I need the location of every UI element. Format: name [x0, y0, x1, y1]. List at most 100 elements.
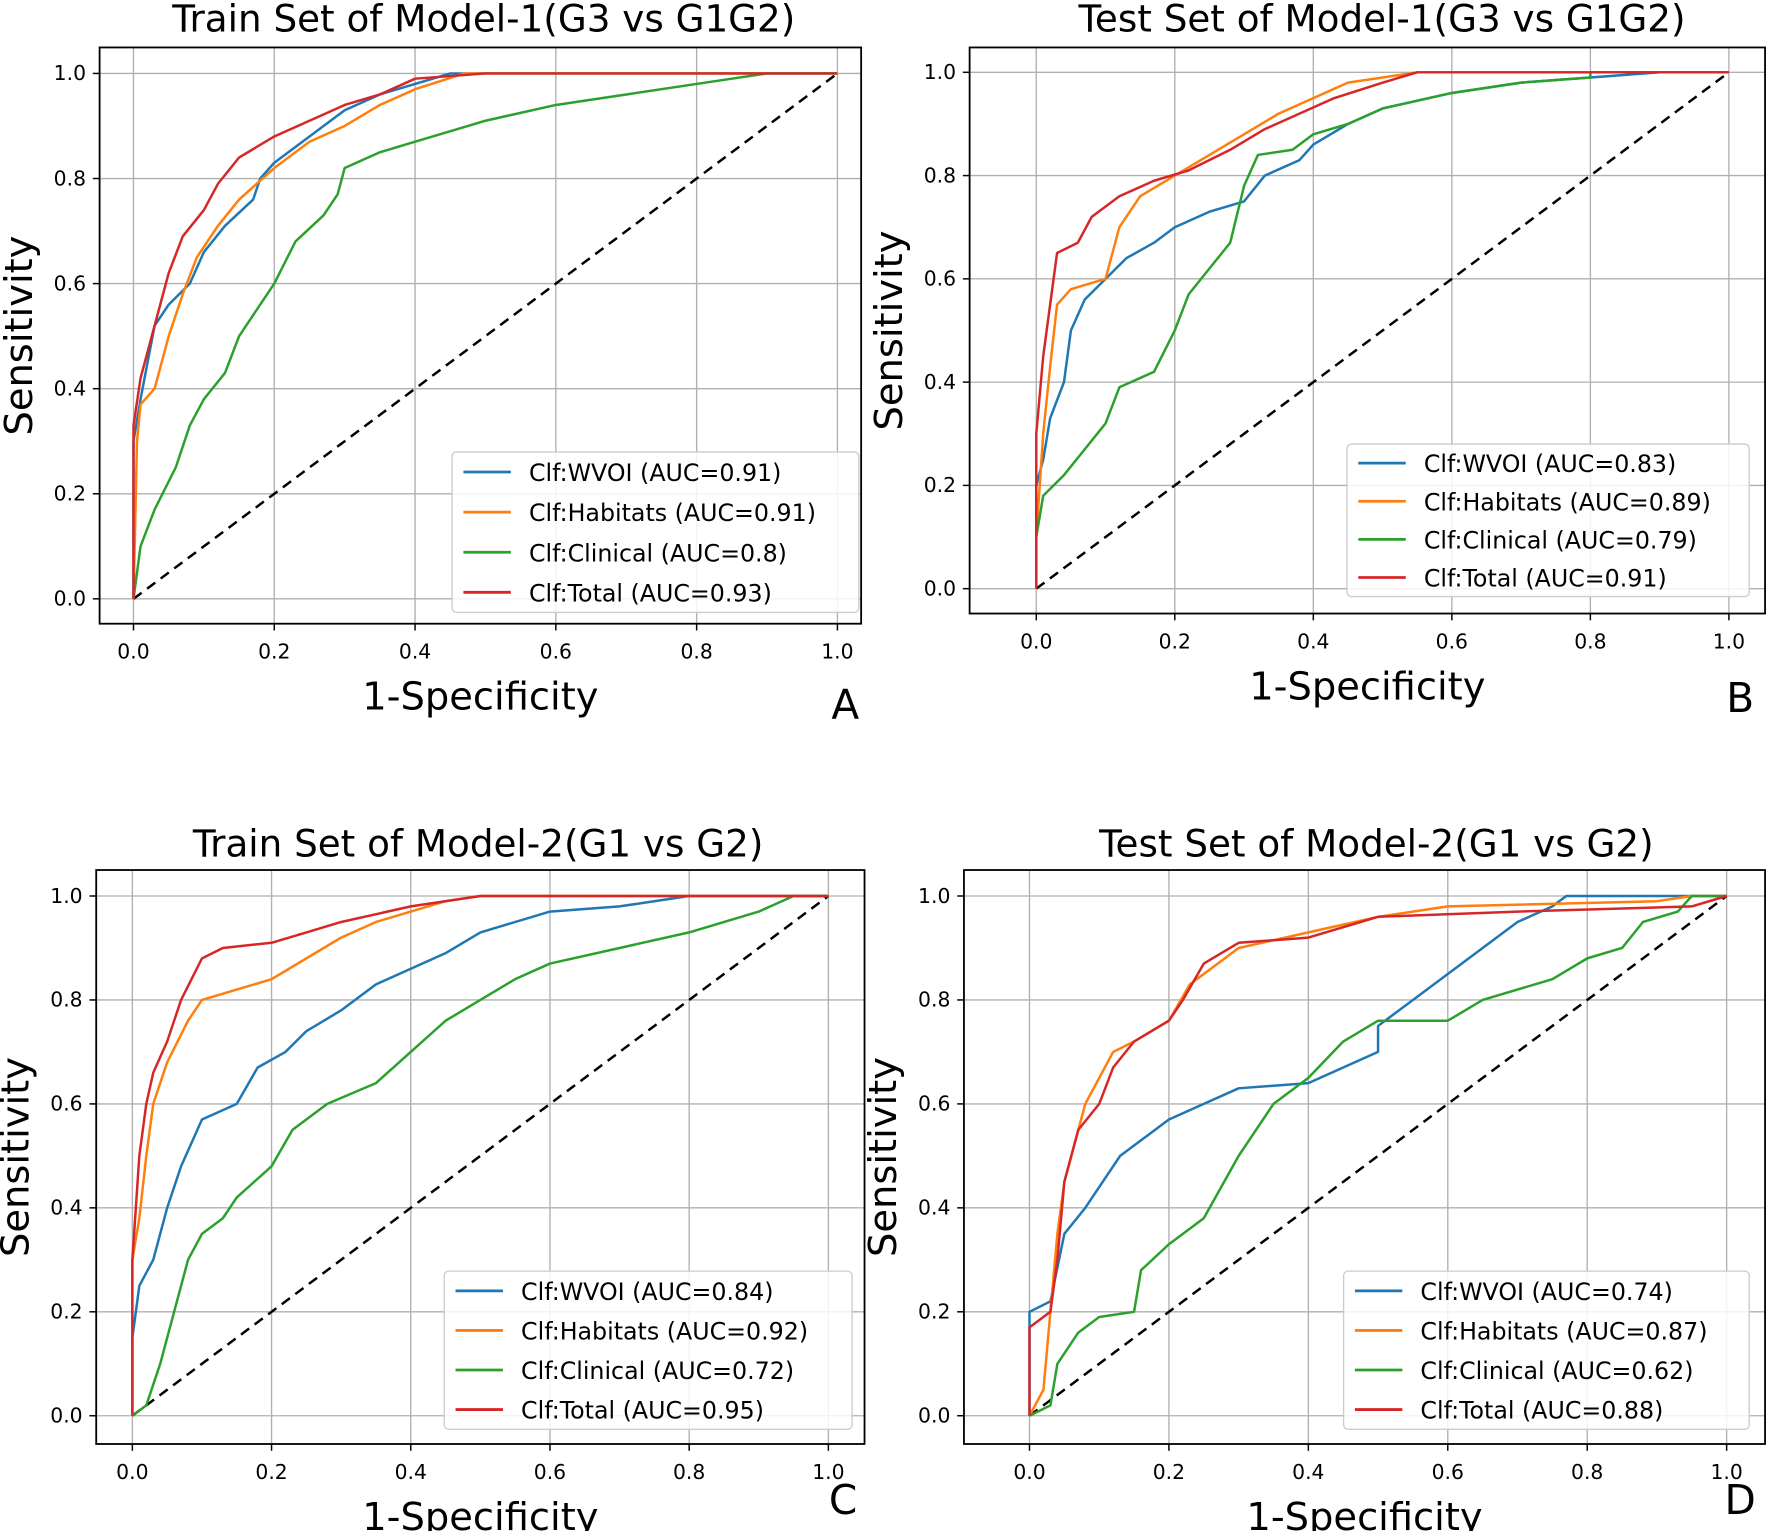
- roc-curve-3: [1035, 71, 1729, 589]
- roc-curve-1: [132, 72, 838, 599]
- legend-entry: Clf:Clinical (AUC=0.72): [521, 1357, 794, 1385]
- chart-title: Train Set of Model-2(G1 vs G2): [192, 821, 764, 865]
- y-axis-label: Sensitivity: [861, 1057, 906, 1257]
- legend-entry: Clf:WVOI (AUC=0.83): [1424, 450, 1676, 478]
- roc-curve-0: [131, 894, 829, 1416]
- x-tick-label: 0.8: [680, 640, 712, 664]
- roc-panel-d: 0.0 0.2 0.4 0.6 0.8 1.0 0.0 0.2 0.4 0.6 0.8 1.0 Test…: [861, 821, 1766, 1531]
- legend-entry: Clf:WVOI (AUC=0.74): [1420, 1278, 1672, 1306]
- y-tick-label: 0.8: [54, 166, 86, 190]
- y-tick-label: 0.2: [924, 473, 956, 497]
- y-tick-label: 0.2: [54, 482, 86, 506]
- y-axis-label: Sensitivity: [867, 231, 912, 431]
- roc-curve-1: [1035, 71, 1729, 589]
- legend: Clf:WVOI (AUC=0.84) Clf:Habitats (AUC=0.9…: [443, 1270, 853, 1430]
- chance-diagonal: [1035, 71, 1730, 590]
- roc-curve-1: [131, 894, 829, 1416]
- x-tick-label: 0.0: [116, 1460, 148, 1484]
- y-tick-label: 0.2: [50, 1300, 82, 1324]
- y-tick-label: 0.8: [924, 163, 956, 187]
- y-tick-label: 1.0: [918, 884, 950, 908]
- x-axis-label: 1-Specificity: [1249, 664, 1485, 709]
- legend-entry: Clf:Clinical (AUC=0.8): [529, 539, 787, 567]
- panel-letter: D: [1725, 1476, 1756, 1524]
- chart-title: Test Set of Model-1(G3 vs G1G2): [1077, 0, 1685, 41]
- legend-entry: Clf:Total (AUC=0.93): [529, 579, 772, 607]
- y-tick-label: 0.6: [918, 1092, 950, 1116]
- legend-entry: Clf:Total (AUC=0.95): [521, 1397, 764, 1425]
- roc-curve-2: [131, 894, 829, 1417]
- legend-box: [1346, 443, 1750, 598]
- y-tick-label: 0.0: [54, 587, 86, 611]
- roc-curve-2: [1035, 71, 1729, 589]
- legend-entry: Clf:WVOI (AUC=0.84): [521, 1278, 773, 1306]
- legend-entry: Clf:Clinical (AUC=0.62): [1420, 1357, 1693, 1385]
- y-tick-label: 0.4: [50, 1196, 82, 1220]
- roc-curve-3: [132, 72, 838, 599]
- x-tick-label: 0.6: [540, 640, 572, 664]
- x-tick-label: 0.6: [1432, 1460, 1464, 1484]
- axes-frame: [98, 46, 863, 625]
- axes-frame: [968, 46, 1766, 615]
- x-tick-label: 0.4: [395, 1460, 427, 1484]
- panel-letter: B: [1726, 674, 1754, 722]
- y-tick-label: 0.2: [918, 1300, 950, 1324]
- panel-letter: C: [829, 1476, 857, 1524]
- roc-curve-2: [132, 72, 838, 600]
- axes-frame: [963, 869, 1766, 1445]
- y-tick-label: 1.0: [50, 884, 82, 908]
- y-tick-label: 0.0: [918, 1404, 950, 1428]
- chance-diagonal: [1028, 895, 1728, 1417]
- x-tick-label: 1.0: [1713, 630, 1745, 654]
- y-tick-label: 0.8: [918, 988, 950, 1012]
- y-tick-label: 1.0: [54, 61, 86, 85]
- legend-entry: Clf:Total (AUC=0.88): [1420, 1397, 1663, 1425]
- legend-entry: Clf:WVOI (AUC=0.91): [529, 459, 781, 487]
- legend-entry: Clf:Habitats (AUC=0.92): [521, 1317, 808, 1345]
- x-tick-label: 0.8: [1571, 1460, 1603, 1484]
- y-tick-label: 0.4: [918, 1196, 950, 1220]
- x-tick-label: 0.0: [117, 640, 149, 664]
- x-tick-label: 0.2: [1159, 630, 1191, 654]
- y-axis-label: Sensitivity: [0, 1057, 38, 1257]
- chart-title: Test Set of Model-2(G1 vs G2): [1098, 821, 1653, 865]
- roc-panel-a: 0.0 0.2 0.4 0.6 0.8 1.0 0.0 0.2 0.4 0.6 0.8 1.0 Trai…: [0, 0, 863, 729]
- x-tick-label: 0.4: [1297, 630, 1329, 654]
- legend: Clf:WVOI (AUC=0.83) Clf:Habitats (AUC=0.8…: [1346, 443, 1750, 598]
- legend-box: [1342, 1270, 1750, 1430]
- x-axis-label: 1-Specificity: [1246, 1495, 1482, 1531]
- y-tick-label: 0.6: [50, 1092, 82, 1116]
- legend-entry: Clf:Habitats (AUC=0.87): [1420, 1317, 1707, 1345]
- chance-diagonal: [131, 895, 830, 1417]
- panel-letter: A: [831, 681, 859, 729]
- legend-entry: Clf:Total (AUC=0.91): [1424, 565, 1667, 593]
- x-tick-label: 0.2: [1153, 1460, 1185, 1484]
- x-tick-label: 0.4: [399, 640, 431, 664]
- x-axis-label: 1-Specificity: [362, 675, 598, 720]
- x-tick-label: 0.8: [673, 1460, 705, 1484]
- roc-curve-3: [131, 894, 829, 1416]
- legend-box: [443, 1270, 853, 1430]
- roc-panel-b: 0.0 0.2 0.4 0.6 0.8 1.0 0.0 0.2 0.4 0.6 0.8 1.0 Test…: [867, 0, 1766, 722]
- legend: Clf:WVOI (AUC=0.74) Clf:Habitats (AUC=0.8…: [1342, 1270, 1750, 1430]
- x-tick-label: 1.0: [1710, 1460, 1742, 1484]
- y-tick-label: 0.4: [924, 370, 956, 394]
- x-tick-label: 1.0: [821, 640, 853, 664]
- y-tick-label: 1.0: [924, 60, 956, 84]
- x-tick-label: 0.4: [1292, 1460, 1324, 1484]
- roc-curve-3: [1028, 894, 1727, 1416]
- y-tick-label: 0.8: [50, 988, 82, 1012]
- legend: Clf:WVOI (AUC=0.91) Clf:Habitats (AUC=0.9…: [451, 451, 860, 614]
- y-tick-label: 0.6: [54, 271, 86, 295]
- legend-box: [451, 451, 860, 614]
- legend-entry: Clf:Habitats (AUC=0.89): [1424, 488, 1711, 516]
- legend-entry: Clf:Habitats (AUC=0.91): [529, 499, 816, 527]
- x-tick-label: 0.6: [534, 1460, 566, 1484]
- x-tick-label: 0.6: [1436, 630, 1468, 654]
- x-tick-label: 0.0: [1020, 630, 1052, 654]
- x-tick-label: 0.8: [1574, 630, 1606, 654]
- x-tick-label: 0.0: [1013, 1460, 1045, 1484]
- x-tick-label: 1.0: [812, 1460, 844, 1484]
- roc-panel-c: 0.0 0.2 0.4 0.6 0.8 1.0 0.0 0.2 0.4 0.6 0.8 1.0 Trai…: [0, 821, 866, 1531]
- y-tick-label: 0.0: [924, 576, 956, 600]
